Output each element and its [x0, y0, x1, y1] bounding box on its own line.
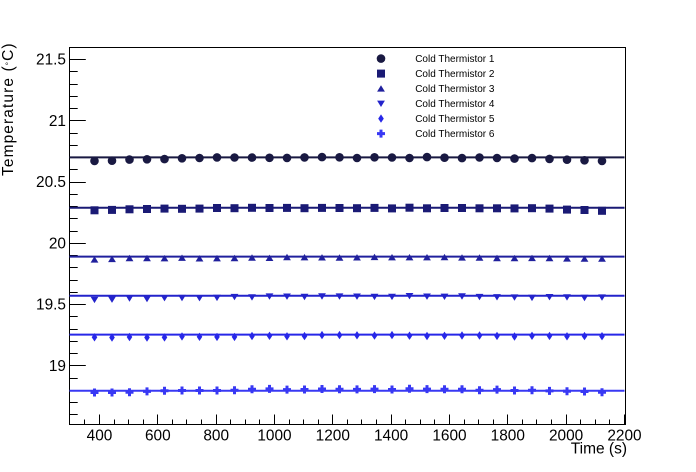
- svg-text:20.5: 20.5: [36, 174, 66, 191]
- svg-text:Cold Thermistor 1: Cold Thermistor 1: [415, 54, 495, 65]
- svg-text:Time (s): Time (s): [571, 441, 627, 458]
- svg-text:1000: 1000: [257, 428, 291, 445]
- svg-text:19.5: 19.5: [36, 297, 66, 314]
- svg-text:600: 600: [145, 428, 171, 445]
- svg-text:Cold Thermistor 6: Cold Thermistor 6: [415, 129, 495, 140]
- svg-text:1200: 1200: [316, 428, 350, 445]
- svg-text:2000: 2000: [549, 428, 583, 445]
- svg-text:19: 19: [49, 358, 66, 375]
- svg-text:Cold Thermistor 3: Cold Thermistor 3: [415, 84, 495, 95]
- svg-text:400: 400: [87, 428, 113, 445]
- svg-text:800: 800: [203, 428, 229, 445]
- svg-text:1400: 1400: [374, 428, 408, 445]
- svg-text:21.5: 21.5: [36, 52, 66, 69]
- svg-text:1800: 1800: [491, 428, 525, 445]
- svg-text:20: 20: [49, 235, 66, 252]
- svg-text:21: 21: [49, 113, 66, 130]
- svg-text:1600: 1600: [432, 428, 466, 445]
- svg-text:Cold Thermistor 2: Cold Thermistor 2: [415, 69, 495, 80]
- svg-text:2200: 2200: [607, 428, 641, 445]
- svg-text:Temperature (°C): Temperature (°C): [0, 42, 17, 176]
- svg-text:Cold Thermistor 5: Cold Thermistor 5: [415, 114, 495, 125]
- svg-text:Cold Thermistor 4: Cold Thermistor 4: [415, 99, 495, 110]
